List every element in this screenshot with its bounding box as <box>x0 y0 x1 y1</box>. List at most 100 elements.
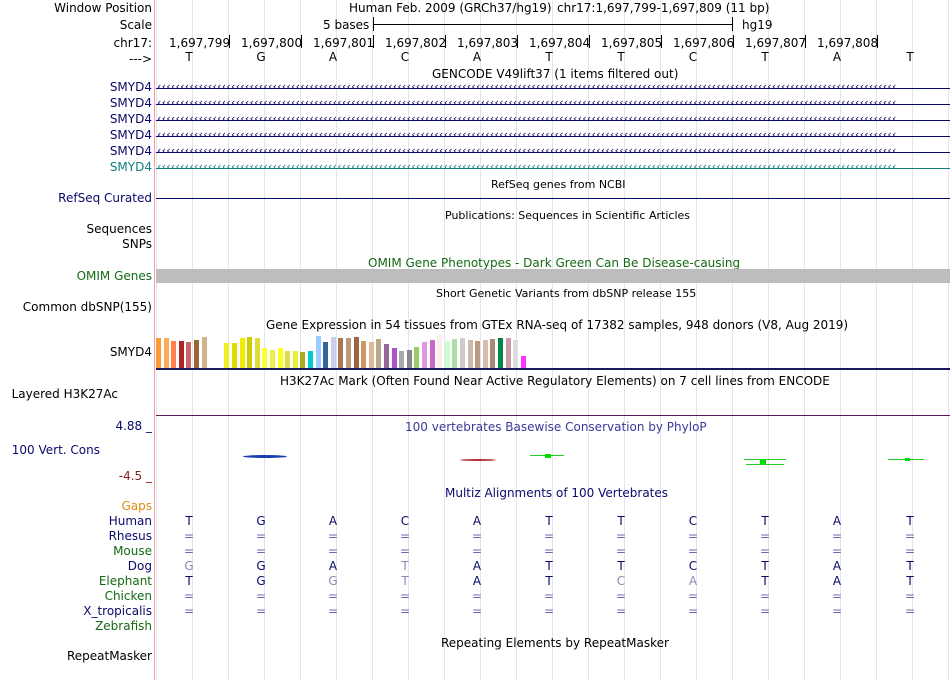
gencode-transcript[interactable]: ‹‹‹‹‹‹‹‹‹‹‹‹‹‹‹‹‹‹‹‹‹‹‹‹‹‹‹‹‹‹‹‹‹‹‹‹‹‹‹‹… <box>156 96 950 111</box>
gtex-tissue-bar[interactable] <box>163 338 169 368</box>
gtex-tissue-bar[interactable] <box>505 338 511 368</box>
gtex-tissue-bar[interactable] <box>475 341 481 368</box>
grid-line <box>228 0 229 680</box>
gtex-tissue-bar[interactable] <box>422 342 427 368</box>
coord-label: 1,697,805 <box>601 36 663 50</box>
gtex-tissue-bar[interactable] <box>460 338 465 368</box>
label-gene-smyd4[interactable]: SMYD4 <box>109 80 152 94</box>
label-sequences[interactable]: Sequences <box>86 222 152 236</box>
gencode-transcript[interactable]: ‹‹‹‹‹‹‹‹‹‹‹‹‹‹‹‹‹‹‹‹‹‹‹‹‹‹‹‹‹‹‹‹‹‹‹‹‹‹‹‹… <box>156 160 950 175</box>
label-refseq-curated[interactable]: RefSeq Curated <box>58 191 152 205</box>
gtex-tissue-bar[interactable] <box>384 344 389 368</box>
gtex-tissue-bar[interactable] <box>338 338 344 368</box>
gtex-tissue-bar[interactable] <box>467 340 473 368</box>
coord-label: 1,697,799 <box>169 36 231 50</box>
gencode-transcript[interactable]: ‹‹‹‹‹‹‹‹‹‹‹‹‹‹‹‹‹‹‹‹‹‹‹‹‹‹‹‹‹‹‹‹‹‹‹‹‹‹‹‹… <box>156 80 950 95</box>
coord-label: 1,697,804 <box>529 36 591 50</box>
gtex-tissue-bar[interactable] <box>277 348 283 368</box>
position-readout: chr17:1,697,799-1,697,809 (11 bp) <box>557 1 770 15</box>
grid-line <box>588 0 589 680</box>
gtex-tissue-bar[interactable] <box>270 350 275 368</box>
gtex-tissue-bar[interactable] <box>346 338 351 368</box>
grid-line <box>264 0 265 680</box>
gtex-tissue-bar[interactable] <box>308 351 313 368</box>
gtex-tissue-bar[interactable] <box>452 339 458 368</box>
gtex-tissue-bar[interactable] <box>292 351 298 368</box>
gtex-bar-chart[interactable] <box>156 332 556 368</box>
gtex-tissue-bar[interactable] <box>156 338 161 368</box>
alignment-base: = <box>471 604 483 618</box>
gtex-tissue-bar[interactable] <box>224 343 230 368</box>
grid-line <box>372 0 373 680</box>
alignment-base: C <box>616 574 626 588</box>
gtex-tissue-bar[interactable] <box>353 337 359 368</box>
gtex-tissue-bar[interactable] <box>323 342 329 368</box>
gtex-tissue-bar[interactable] <box>315 336 321 368</box>
label-omim-genes[interactable]: OMIM Genes <box>76 269 152 283</box>
label-gene-smyd4[interactable]: SMYD4 <box>109 112 152 126</box>
label-common-dbsnp[interactable]: Common dbSNP(155) <box>22 300 152 314</box>
alignment-base: T <box>545 559 553 573</box>
alignment-base: = <box>543 529 555 543</box>
refseq-title: RefSeq genes from NCBI <box>491 178 626 191</box>
gencode-transcript[interactable]: ‹‹‹‹‹‹‹‹‹‹‹‹‹‹‹‹‹‹‹‹‹‹‹‹‹‹‹‹‹‹‹‹‹‹‹‹‹‹‹‹… <box>156 128 950 143</box>
gencode-transcript[interactable]: ‹‹‹‹‹‹‹‹‹‹‹‹‹‹‹‹‹‹‹‹‹‹‹‹‹‹‹‹‹‹‹‹‹‹‹‹‹‹‹‹… <box>156 144 950 159</box>
gtex-tissue-bar[interactable] <box>209 344 215 368</box>
gencode-transcript[interactable]: ‹‹‹‹‹‹‹‹‹‹‹‹‹‹‹‹‹‹‹‹‹‹‹‹‹‹‹‹‹‹‹‹‹‹‹‹‹‹‹‹… <box>156 112 950 127</box>
gtex-tissue-bar[interactable] <box>498 338 503 368</box>
label-gene-smyd4[interactable]: SMYD4 <box>109 96 152 110</box>
omim-gene-bar[interactable] <box>156 269 950 283</box>
gtex-tissue-bar[interactable] <box>429 340 435 368</box>
gtex-tissue-bar[interactable] <box>361 341 367 368</box>
refseq-gene-line[interactable] <box>156 198 950 199</box>
gtex-tissue-bar[interactable] <box>368 342 374 368</box>
alignment-base: T <box>545 514 553 528</box>
label-repeatmasker[interactable]: RepeatMasker <box>66 649 152 663</box>
gtex-tissue-bar[interactable] <box>254 338 260 368</box>
gtex-tissue-bar[interactable] <box>239 338 245 368</box>
alignment-base: A <box>832 514 842 528</box>
label-layered-h3k27ac[interactable]: Layered H3K27Ac <box>11 387 118 401</box>
gtex-tissue-bar[interactable] <box>490 339 496 368</box>
gtex-tissue-bar[interactable] <box>178 341 184 368</box>
grid-line <box>768 0 769 680</box>
label-100-vert-cons[interactable]: 100 Vert. Cons <box>11 443 100 457</box>
gtex-tissue-bar[interactable] <box>171 341 177 368</box>
base-letter: A <box>832 50 842 64</box>
coord-tick <box>517 35 518 48</box>
browser-image[interactable]: Human Feb. 2009 (GRCh37/hg19) chr17:1,69… <box>156 0 950 680</box>
gtex-tissue-bar[interactable] <box>201 337 207 368</box>
gtex-tissue-bar[interactable] <box>513 340 519 368</box>
label-gene-smyd4[interactable]: SMYD4 <box>109 160 152 174</box>
scale-bar-right-tick <box>732 17 733 31</box>
gtex-tissue-bar[interactable] <box>482 340 488 368</box>
gtex-tissue-bar[interactable] <box>376 339 382 368</box>
label-snps[interactable]: SNPs <box>122 237 152 251</box>
label-gaps[interactable]: Gaps <box>121 499 152 513</box>
label-gene-smyd4[interactable]: SMYD4 <box>109 128 152 142</box>
gtex-tissue-bar[interactable] <box>186 342 192 368</box>
label-gtex-smyd4[interactable]: SMYD4 <box>109 345 152 359</box>
gtex-tissue-bar[interactable] <box>414 347 420 368</box>
grid-line <box>624 0 625 680</box>
gtex-tissue-bar[interactable] <box>437 335 443 368</box>
db-label: hg19 <box>742 18 773 32</box>
gtex-tissue-bar[interactable] <box>262 348 268 368</box>
gtex-tissue-bar[interactable] <box>300 352 306 368</box>
label-window-position: Window Position <box>54 1 152 15</box>
grid-line <box>804 0 805 680</box>
gtex-tissue-bar[interactable] <box>247 337 253 368</box>
gtex-tissue-bar[interactable] <box>330 337 336 368</box>
gtex-tissue-bar[interactable] <box>444 341 450 368</box>
gtex-tissue-bar[interactable] <box>399 351 405 368</box>
gtex-tissue-bar[interactable] <box>194 340 199 368</box>
coord-tick <box>301 35 302 48</box>
alignment-base: G <box>184 559 194 573</box>
gtex-tissue-bar[interactable] <box>391 348 397 368</box>
gtex-tissue-bar[interactable] <box>406 350 412 368</box>
gtex-tissue-bar[interactable] <box>520 356 526 368</box>
gtex-tissue-bar[interactable] <box>232 343 237 368</box>
label-gene-smyd4[interactable]: SMYD4 <box>109 144 152 158</box>
track-labels: Window Position Scale chr17: ---> SMYD4 … <box>0 0 154 680</box>
gtex-tissue-bar[interactable] <box>285 351 291 368</box>
